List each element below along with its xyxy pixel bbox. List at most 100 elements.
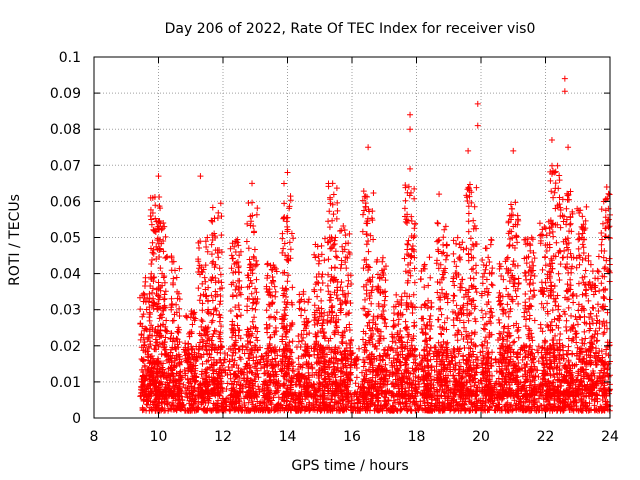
data-point <box>437 305 444 312</box>
data-point <box>312 254 319 261</box>
data-point <box>137 306 144 313</box>
data-point <box>356 345 363 352</box>
data-point <box>149 249 156 256</box>
data-point <box>386 373 393 380</box>
data-point <box>247 364 254 371</box>
data-point <box>284 278 291 285</box>
data-point <box>603 346 610 353</box>
data-point <box>345 290 352 297</box>
data-point <box>438 311 445 318</box>
data-point <box>209 367 216 374</box>
data-point <box>321 334 328 341</box>
data-point <box>440 234 447 241</box>
data-point <box>227 375 234 382</box>
data-point <box>254 205 261 212</box>
data-point <box>169 300 176 307</box>
data-point <box>417 276 424 283</box>
data-point <box>204 298 211 305</box>
data-point <box>196 245 203 252</box>
data-point <box>342 254 349 261</box>
data-point <box>353 374 360 381</box>
data-point <box>298 312 305 319</box>
data-point <box>442 256 449 263</box>
data-point <box>345 277 352 284</box>
data-point <box>416 352 423 359</box>
data-point <box>228 252 235 259</box>
data-point <box>233 292 240 299</box>
data-point <box>596 370 603 377</box>
data-point <box>430 353 437 360</box>
data-point <box>362 193 369 200</box>
data-point <box>249 199 256 206</box>
data-point <box>249 318 256 325</box>
data-point <box>299 362 306 369</box>
data-point <box>578 397 585 404</box>
data-point <box>161 279 168 286</box>
data-point <box>411 195 418 202</box>
data-point <box>509 407 516 414</box>
data-point <box>250 229 257 236</box>
data-point <box>352 380 359 387</box>
data-point <box>283 376 290 383</box>
data-point <box>143 401 150 408</box>
data-point <box>383 323 390 330</box>
data-point <box>298 337 305 344</box>
data-point <box>553 364 560 371</box>
data-point <box>152 202 159 209</box>
data-point <box>338 279 345 286</box>
data-point <box>381 297 388 304</box>
data-point <box>346 321 353 328</box>
data-point <box>330 191 337 198</box>
data-point <box>301 307 308 314</box>
data-point <box>534 367 541 374</box>
data-point <box>479 380 486 387</box>
data-point <box>393 291 400 298</box>
data-point <box>289 338 296 345</box>
data-point <box>253 211 260 218</box>
data-point <box>297 298 304 305</box>
data-point <box>434 220 441 227</box>
data-point <box>435 237 442 244</box>
data-point <box>247 222 254 229</box>
data-point <box>218 279 225 286</box>
data-point <box>216 265 223 272</box>
data-point <box>150 295 157 302</box>
data-point <box>252 285 259 292</box>
data-point <box>274 352 281 359</box>
data-point <box>249 305 256 312</box>
data-point <box>390 317 397 324</box>
data-point <box>168 295 175 302</box>
data-point <box>336 227 343 234</box>
data-point <box>246 256 253 263</box>
data-point <box>253 276 260 283</box>
data-point <box>168 253 175 260</box>
data-point <box>332 248 339 255</box>
data-point <box>312 401 319 408</box>
data-point <box>208 241 215 248</box>
data-point <box>331 264 338 271</box>
data-point <box>365 237 372 244</box>
data-point <box>209 204 216 211</box>
data-point <box>232 286 239 293</box>
data-point <box>427 312 434 319</box>
data-point <box>311 251 318 258</box>
data-point <box>285 272 292 279</box>
data-point <box>201 274 208 281</box>
data-point <box>582 399 589 406</box>
data-point <box>216 318 223 325</box>
data-point <box>226 367 233 374</box>
data-point <box>199 300 206 307</box>
data-point <box>162 288 169 295</box>
data-point <box>404 240 411 247</box>
data-point <box>147 311 154 318</box>
data-point <box>287 246 294 253</box>
data-point <box>557 346 564 353</box>
data-point <box>443 241 450 248</box>
data-point <box>195 285 202 292</box>
data-point <box>337 265 344 272</box>
data-point <box>434 257 441 264</box>
data-point <box>140 290 147 297</box>
data-point <box>387 346 394 353</box>
data-point <box>310 380 317 387</box>
data-point <box>360 211 367 218</box>
